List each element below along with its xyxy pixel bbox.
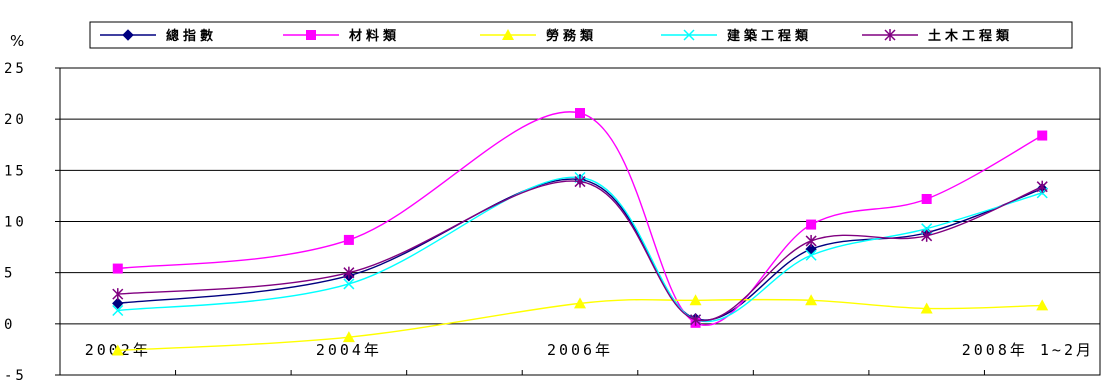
data-point [805, 249, 817, 261]
data-point [690, 313, 702, 326]
data-point [689, 294, 702, 306]
legend-entry: 建築工程類 [661, 28, 812, 44]
grid [60, 118, 1100, 325]
legend-label: 土木工程類 [928, 28, 1013, 44]
y-tick-label: -5 [4, 368, 27, 381]
series-line [117, 180, 1043, 322]
data-point [574, 175, 586, 188]
data-point [112, 263, 123, 274]
y-tick-label: 20 [4, 112, 27, 128]
legend-entry: 土木工程類 [862, 28, 1013, 44]
y-axis-ticks: -5 0 5 10 15 20 25 [4, 61, 60, 381]
legend-marker [884, 29, 896, 41]
x-axis-ticks: 2002年2004年2006年2008年 1~2月 [59, 341, 1101, 375]
series-2 [112, 108, 1048, 328]
legend-marker [502, 29, 514, 40]
data-point [921, 193, 932, 204]
x-tick-label: 2006年 [547, 341, 613, 359]
y-tick-label: 25 [4, 61, 27, 77]
data-point [805, 234, 817, 247]
data-point [342, 331, 355, 343]
legend-entry: 材料類 [283, 28, 400, 44]
data-point [1037, 130, 1048, 141]
legend-marker [683, 29, 695, 41]
data-point [112, 288, 124, 301]
legend-label: 材料類 [349, 28, 400, 44]
legend: 總指數 材料類 勞務類 建築工程類 土木工程類 [89, 21, 1073, 49]
legend-entry: 總指數 [100, 28, 217, 44]
data-point [575, 108, 585, 119]
data-point [805, 243, 817, 255]
legend-label: 總指數 [166, 28, 217, 44]
x-tick-label: 2004年 [316, 341, 382, 359]
y-unit-label: % [10, 32, 24, 50]
data-point [920, 302, 933, 314]
legend-entry: 勞務類 [480, 28, 597, 44]
data-point [112, 297, 124, 310]
series-5 [112, 175, 1048, 326]
series-line [117, 298, 1043, 352]
data-point [806, 219, 817, 230]
data-point [112, 304, 124, 317]
data-point [574, 297, 586, 309]
data-point [111, 344, 124, 356]
series-line [117, 111, 1043, 326]
data-point [343, 278, 355, 290]
legend-label: 勞務類 [546, 28, 597, 44]
legend-marker [306, 30, 316, 40]
data-point [343, 266, 355, 279]
y-tick-label: 0 [4, 317, 15, 333]
data-point [921, 229, 933, 242]
legend-label: 建築工程類 [727, 28, 812, 44]
data-point [805, 294, 818, 306]
data-point [343, 234, 354, 245]
data-point [1036, 299, 1049, 311]
series-3 [111, 294, 1049, 356]
y-tick-label: 10 [4, 215, 27, 231]
data-point [1036, 180, 1048, 193]
series-lines [111, 108, 1049, 356]
y-tick-label: 15 [4, 163, 27, 179]
y-tick-label: 5 [4, 266, 15, 282]
x-tick-label: 2008年 1~2月 [962, 341, 1094, 359]
series-line [117, 176, 1043, 323]
legend-marker [122, 29, 134, 41]
